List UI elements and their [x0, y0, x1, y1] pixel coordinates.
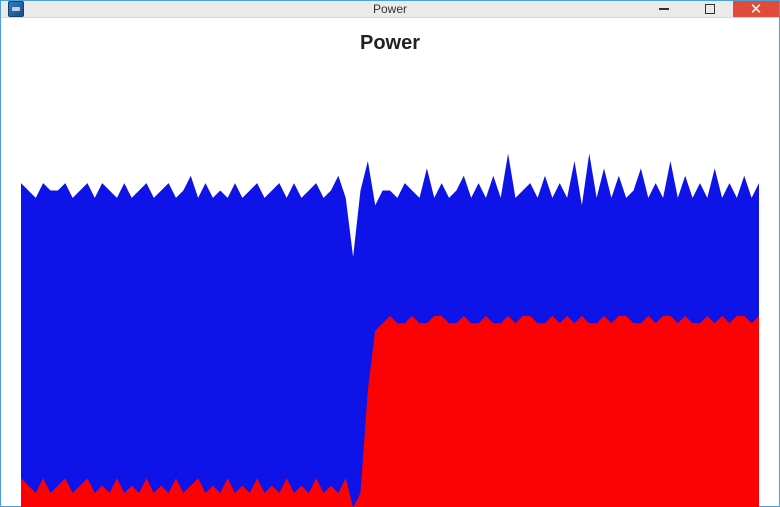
minimize-button[interactable]: [641, 1, 687, 17]
titlebar[interactable]: Power ✕: [1, 1, 779, 18]
minimize-icon: [659, 8, 669, 10]
close-icon: ✕: [750, 2, 763, 17]
app-icon: [1, 1, 31, 17]
app-window: Power ✕ Power CPU PowerGPU Power: [0, 0, 780, 507]
maximize-icon: [705, 4, 715, 14]
chart-holder: [21, 65, 759, 507]
chart-title: Power: [21, 32, 759, 55]
power-chart: [21, 65, 759, 507]
close-button[interactable]: ✕: [733, 1, 779, 17]
maximize-button[interactable]: [687, 1, 733, 17]
window-controls: ✕: [641, 1, 779, 17]
content-area: Power CPU PowerGPU Power: [1, 18, 779, 507]
